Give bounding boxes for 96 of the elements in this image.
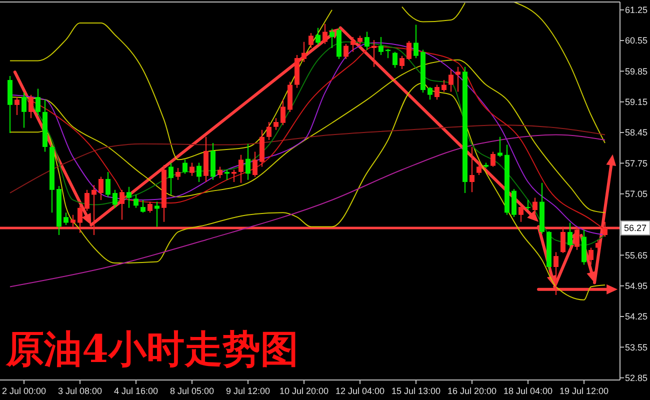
candlestick [98,176,104,200]
candlestick [134,194,138,208]
candlestick [148,201,152,214]
candlestick [372,40,376,68]
line-series [402,2,466,22]
candlestick [92,184,96,236]
line-series [10,134,606,288]
candlestick [442,79,446,92]
candlestick [350,36,356,52]
candlestick [106,171,110,198]
candlestick [344,44,348,60]
candlestick [238,154,244,184]
text: 原油4小时走势图 [5,326,298,371]
candlestick [602,221,608,238]
candlestick [78,205,82,234]
y-tick-label: 54.25 [625,312,648,322]
candlestick [330,28,334,48]
candlestick [274,118,278,130]
x-tick-label: 8 Jul 05:00 [170,386,214,396]
y-tick-label: 54.95 [625,280,648,291]
y-tick-label: 59.85 [625,66,648,76]
candlestick [154,201,160,228]
candlestick [112,189,118,208]
line-series [514,2,606,144]
candlestick [70,214,76,228]
ref-line-label: 56.27 [624,223,647,234]
line-series [10,82,606,300]
candlestick [560,226,566,254]
candlestick [28,94,34,119]
x-tick-label: 4 Jul 16:00 [114,386,158,396]
candlestick [400,55,404,70]
y-tick-label: 58.45 [625,128,648,138]
x-tick-label: 2 Jul 00:00 [2,386,46,396]
candlestick [64,212,68,226]
candlestick [470,146,474,193]
candlestick [358,35,362,46]
y-tick-label: 59.15 [625,97,648,108]
candlestick [266,122,272,140]
candlestick [378,36,384,56]
y-tick-label: 57.75 [625,158,648,168]
candlestick [448,69,454,92]
candlestick [568,222,572,248]
candlestick [406,40,412,60]
y-tick-label: 52.85 [625,372,648,383]
x-tick-label: 15 Jul 13:00 [391,386,441,396]
line-series [10,124,606,194]
candlestick [316,27,320,46]
candlestick [252,151,258,178]
candlestick [386,48,390,59]
candlestick [476,161,482,176]
y-tick-label: 55.65 [625,250,648,260]
candlestick [190,162,194,176]
candlestick [168,162,174,196]
candlestick [428,86,432,100]
x-tick-label: 10 Jul 20:00 [279,386,329,396]
candlestick [196,162,202,183]
candlestick [414,24,418,59]
x-tick-label: 9 Jul 12:00 [226,386,270,396]
line-series [10,9,332,160]
candlestick [140,199,146,214]
candlestick [322,23,328,45]
x-tick-label: 16 Jul 20:00 [447,386,497,396]
candlestick [302,41,306,63]
candlestick [554,252,558,296]
candlestick [120,189,124,220]
candlestick [498,136,502,158]
candlestick [518,204,524,222]
x-tick-label: 18 Jul 04:00 [503,386,553,396]
candlestick [596,239,600,250]
candlestick [14,96,20,116]
candlestick [36,88,40,116]
candlestick [490,151,496,168]
y-tick-label: 60.55 [625,36,648,46]
candlestick [456,66,460,92]
candlestick [22,92,26,128]
candlestick [364,31,370,50]
candlestick [84,189,90,212]
candlestick [526,199,530,211]
x-tick-label: 19 Jul 12:00 [559,386,609,396]
candlestick [588,247,594,266]
candlestick [176,168,180,180]
candlestick [532,197,538,216]
y-tick-label: 57.05 [625,188,648,199]
x-tick-label: 3 Jul 08:00 [58,386,102,396]
candlestick [182,159,188,174]
candlestick [392,51,398,68]
y-tick-label: 53.55 [625,342,648,352]
candlestick [126,186,132,208]
candlestick [280,99,286,126]
y-tick-label: 61.25 [625,5,648,16]
candlestick [246,143,250,180]
candlestick [308,32,314,48]
x-tick-label: 12 Jul 04:00 [335,386,385,396]
candlestick [434,84,440,100]
candlestick [574,226,580,250]
candlestick [218,166,222,179]
